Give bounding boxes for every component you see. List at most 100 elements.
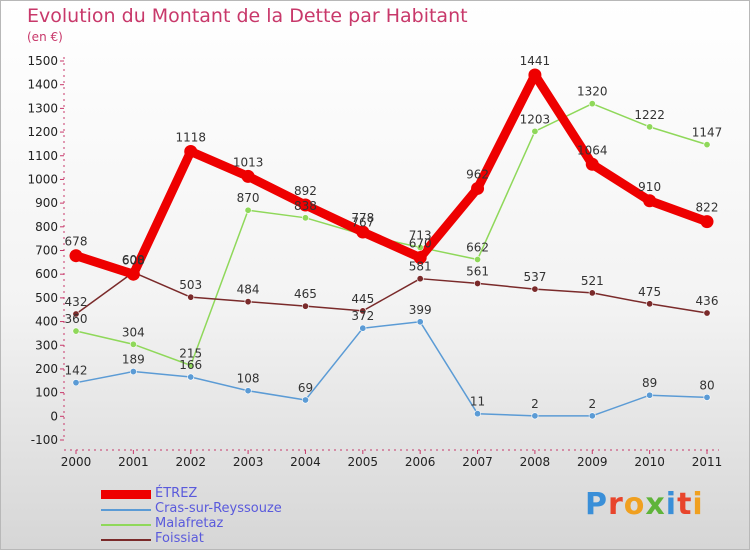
data-point: [646, 123, 654, 131]
data-point: [703, 141, 711, 149]
x-tick-label: 2009: [577, 455, 608, 469]
data-point: [72, 327, 80, 335]
data-label: 910: [638, 180, 661, 194]
data-point: [588, 412, 596, 420]
y-tick-label: -100: [31, 433, 58, 447]
x-tick-label: 2011: [692, 455, 723, 469]
data-point: [531, 412, 539, 420]
data-point: [413, 251, 427, 265]
series-line: [75, 321, 708, 417]
y-tick-label: 200: [35, 362, 58, 376]
legend-label: Malafretaz: [155, 516, 224, 531]
x-tick-label: 2002: [175, 455, 206, 469]
data-point: [359, 307, 367, 315]
data-point: [471, 181, 485, 195]
data-label: 767: [351, 216, 374, 230]
data-point: [416, 243, 424, 251]
data-label: 561: [466, 264, 489, 278]
legend-swatch: [101, 490, 151, 499]
data-label: 870: [237, 191, 260, 205]
data-point: [700, 215, 714, 229]
y-tick-label: 600: [35, 267, 58, 281]
y-tick-label: 100: [35, 386, 58, 400]
data-label: 962: [466, 167, 489, 181]
legend-swatch: [101, 539, 151, 541]
chart-subtitle: (en €): [27, 30, 63, 44]
data-label: 432: [65, 295, 88, 309]
data-point: [301, 214, 309, 222]
data-point: [646, 300, 654, 308]
data-point: [588, 100, 596, 108]
data-label: 581: [409, 260, 432, 274]
series-line: [75, 271, 708, 315]
data-point: [301, 396, 309, 404]
data-label: 399: [409, 303, 432, 317]
data-label: 475: [638, 285, 661, 299]
data-label: 503: [179, 278, 202, 292]
data-point: [356, 225, 370, 239]
data-point: [474, 256, 482, 264]
data-label: 1064: [577, 143, 608, 157]
data-point: [643, 194, 657, 208]
chart-title: Evolution du Montant de la Dette par Hab…: [27, 5, 468, 27]
logo-letter: i: [665, 487, 678, 522]
y-tick-label: 700: [35, 244, 58, 258]
data-point: [585, 157, 599, 171]
data-point: [72, 310, 80, 318]
x-tick-label: 2010: [634, 455, 665, 469]
y-tick-label: 0: [50, 409, 58, 423]
y-tick-label: 500: [35, 291, 58, 305]
y-tick-label: 1000: [27, 172, 58, 186]
data-point: [298, 198, 312, 212]
data-label: 445: [351, 292, 374, 306]
data-point: [646, 391, 654, 399]
proxiti-logo: Proxiti: [585, 487, 704, 522]
data-label: 1320: [577, 85, 608, 99]
legend-label: Foissiat: [155, 531, 204, 546]
data-label: 69: [298, 381, 313, 395]
data-point: [184, 144, 198, 158]
data-point: [244, 298, 252, 306]
data-label: 142: [65, 364, 88, 378]
y-tick-label: 400: [35, 315, 58, 329]
data-label: 2: [531, 397, 539, 411]
data-label: 1013: [233, 155, 264, 169]
legend-label: ÉTREZ: [155, 486, 198, 501]
data-label: 11: [470, 395, 485, 409]
data-label: 166: [179, 358, 202, 372]
data-point: [126, 267, 140, 281]
data-label: 822: [696, 201, 719, 215]
data-label: 436: [696, 294, 719, 308]
x-tick-label: 2005: [348, 455, 379, 469]
series-line: [71, 70, 712, 279]
data-point: [588, 289, 596, 297]
logo-letter: t: [677, 487, 693, 522]
data-point: [129, 368, 137, 376]
data-point: [187, 293, 195, 301]
data-label: 678: [65, 235, 88, 249]
legend-label: Cras-sur-Reyssouze: [155, 501, 282, 516]
y-tick-label: 300: [35, 338, 58, 352]
x-tick-label: 2000: [61, 455, 92, 469]
y-tick-label: 800: [35, 220, 58, 234]
data-point: [531, 127, 539, 135]
data-point: [244, 206, 252, 214]
logo-letter: i: [692, 487, 704, 522]
data-point: [359, 324, 367, 332]
x-tick-label: 2004: [290, 455, 321, 469]
data-label: 360: [65, 312, 88, 326]
y-tick-label: 1200: [27, 125, 58, 139]
x-tick-label: 2001: [118, 455, 149, 469]
data-label: 838: [294, 199, 317, 213]
data-point: [241, 169, 255, 183]
data-point: [531, 285, 539, 293]
data-point: [474, 410, 482, 418]
data-point: [703, 393, 711, 401]
data-point: [187, 373, 195, 381]
data-point: [703, 309, 711, 317]
data-label: 89: [642, 376, 657, 390]
data-label: 778: [351, 211, 374, 225]
data-label: 662: [466, 241, 489, 255]
